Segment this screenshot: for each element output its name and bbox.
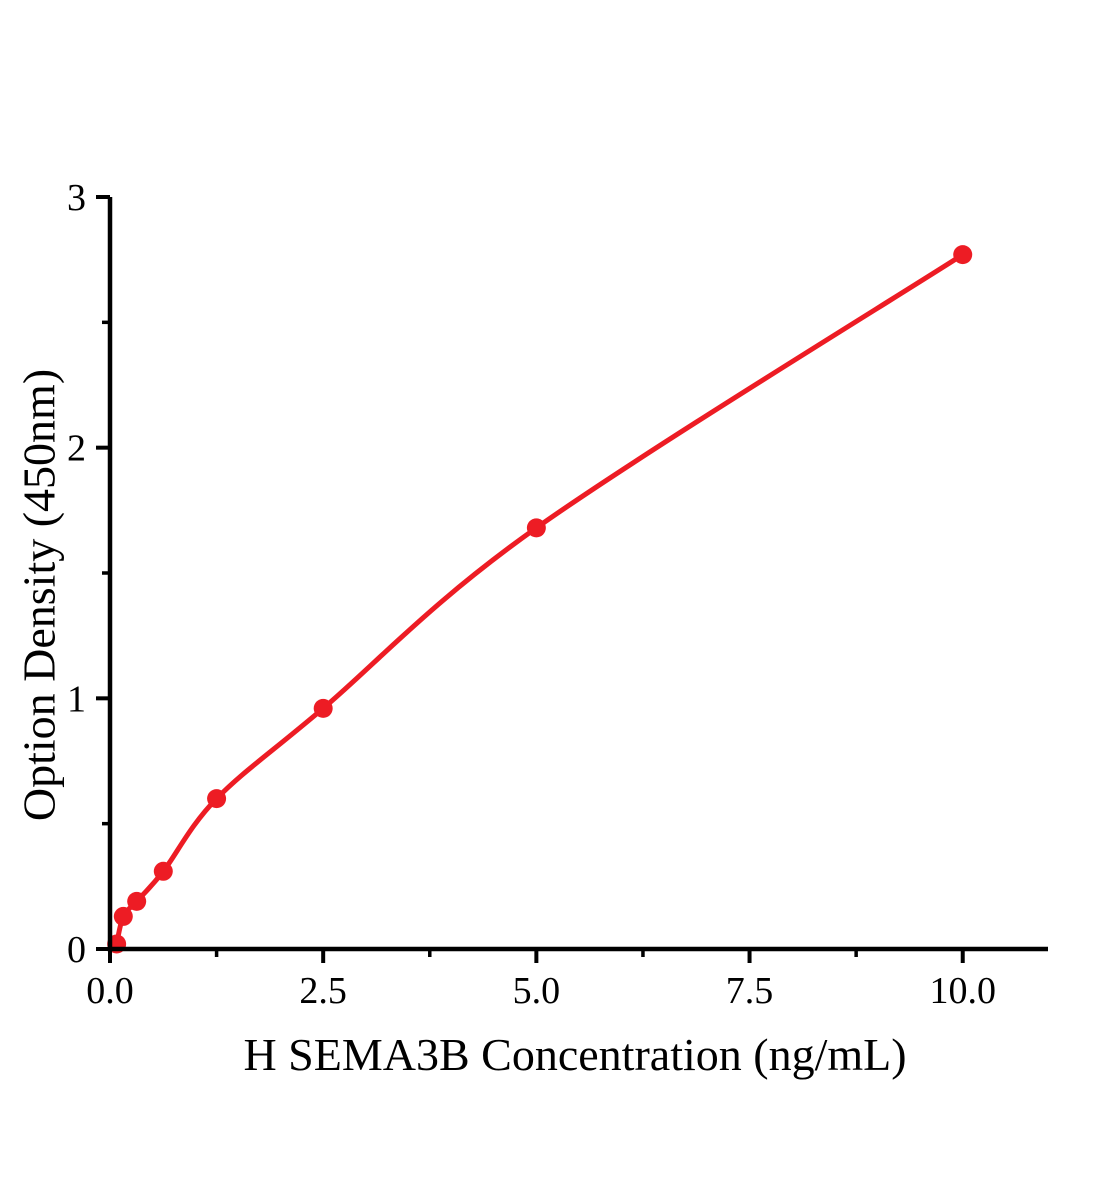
y-tick-label: 0	[67, 929, 86, 971]
standard-curve-line	[114, 252, 966, 947]
x-axis-title: H SEMA3B Concentration (ng/mL)	[243, 1029, 907, 1080]
data-point-marker	[207, 789, 227, 809]
x-tick-label: 7.5	[726, 970, 774, 1012]
data-point-marker	[953, 245, 973, 265]
data-point-marker	[113, 906, 133, 926]
y-axis-title: Option Density (450nm)	[13, 368, 65, 822]
data-point-marker	[153, 861, 173, 881]
x-tick-label: 0.0	[86, 970, 134, 1012]
data-point-marker	[313, 698, 333, 718]
data-point-marker	[526, 518, 546, 538]
y-tick-label: 3	[67, 177, 86, 219]
x-tick-label: 2.5	[299, 970, 347, 1012]
data-point-marker	[127, 891, 147, 911]
x-tick-label: 5.0	[513, 970, 561, 1012]
x-tick-label: 10.0	[929, 970, 996, 1012]
y-tick-label: 1	[67, 678, 86, 720]
y-tick-label: 2	[67, 428, 86, 470]
